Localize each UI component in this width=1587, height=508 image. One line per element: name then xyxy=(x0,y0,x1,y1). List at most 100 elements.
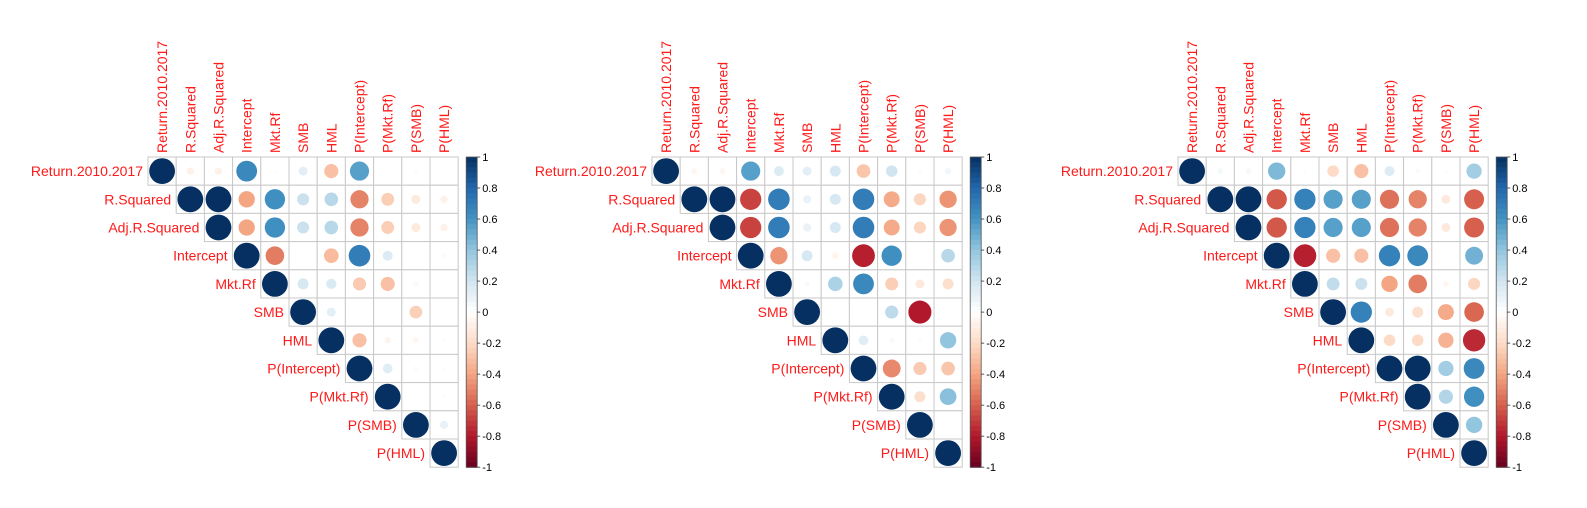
colorbar-segment xyxy=(466,425,478,432)
row-label: P(HML) xyxy=(377,445,425,461)
correlation-circle xyxy=(913,193,926,206)
correlation-circle xyxy=(324,220,339,235)
column-label: HML xyxy=(1353,123,1369,153)
correlation-circle xyxy=(1350,301,1372,323)
colorbar-tick-label: 1 xyxy=(482,152,488,164)
correlation-circle xyxy=(822,327,849,354)
column-label: P(Mkt.Rf) xyxy=(884,94,900,153)
correlation-circle xyxy=(1354,164,1369,179)
colorbar-segment xyxy=(970,162,982,168)
grid-cell xyxy=(429,269,459,299)
correlation-circle xyxy=(1351,189,1371,209)
row-label: HML xyxy=(283,332,313,348)
colorbar-segment xyxy=(970,255,982,261)
correlation-circle xyxy=(1462,329,1486,352)
correlation-circle xyxy=(297,278,309,290)
colorbar-segment xyxy=(1496,322,1508,329)
correlation-circle xyxy=(828,276,843,292)
column-label: P(HML) xyxy=(436,105,452,153)
correlation-circle xyxy=(913,361,927,376)
correlation-circle xyxy=(941,248,955,263)
correlation-circle xyxy=(348,244,371,267)
colorbar-segment xyxy=(466,167,478,174)
colorbar-segment xyxy=(970,229,982,236)
column-label: Return.2010.2017 xyxy=(1184,41,1200,153)
colorbar-segment xyxy=(1496,456,1508,463)
correlation-circle xyxy=(411,223,421,232)
colorbar-tick-label: 0.4 xyxy=(482,245,497,257)
row-label: P(Mkt.Rf) xyxy=(309,389,368,405)
correlation-circle xyxy=(205,214,232,241)
colorbar-segment xyxy=(1496,203,1508,210)
colorbar-segment xyxy=(970,172,982,179)
grid-cell xyxy=(1431,241,1461,271)
correlation-circle xyxy=(440,223,448,232)
row-label: Mkt.Rf xyxy=(719,276,760,292)
correlation-circle xyxy=(1326,248,1341,263)
correlation-circle xyxy=(214,167,223,175)
colorbar-segment xyxy=(466,213,478,220)
correlation-circle xyxy=(1411,334,1424,347)
colorbar-tick-label: 0.8 xyxy=(482,183,497,195)
correlation-circle xyxy=(1468,277,1481,290)
correlation-circle xyxy=(1378,245,1401,267)
colorbar-segment xyxy=(466,281,478,287)
colorbar-tick-label: -0.4 xyxy=(1512,369,1531,381)
correlation-circle xyxy=(413,168,419,174)
colorbar-tick-label: 0.6 xyxy=(1512,214,1527,226)
row-label: P(HML) xyxy=(1407,445,1455,461)
correlation-circle xyxy=(186,167,194,175)
correlation-circle xyxy=(1294,188,1316,210)
colorbar-segment xyxy=(1496,244,1508,251)
colorbar-segment xyxy=(1496,462,1508,468)
colorbar-segment xyxy=(1496,384,1508,391)
correlation-circle xyxy=(907,412,933,438)
correlation-circle xyxy=(441,253,447,258)
row-label: P(Intercept) xyxy=(1297,361,1370,377)
correlation-circle xyxy=(944,167,952,175)
correlation-circle xyxy=(1245,168,1252,174)
correlation-circle xyxy=(1327,165,1339,177)
grid-cell xyxy=(429,156,459,186)
correlation-circle xyxy=(264,189,286,210)
colorbar-segment xyxy=(1496,306,1508,313)
colorbar-segment xyxy=(466,203,478,210)
colorbar-segment xyxy=(1496,405,1508,411)
colorbar-segment xyxy=(970,234,982,241)
grid-cell xyxy=(288,241,318,271)
row-label: Intercept xyxy=(677,248,732,264)
row-label: P(Mkt.Rf) xyxy=(1339,389,1398,405)
colorbar-tick-label: 1 xyxy=(1512,152,1518,164)
correlation-circle xyxy=(384,337,391,344)
correlation-circle xyxy=(939,218,957,237)
correlation-circle xyxy=(1263,242,1290,269)
grid-cell xyxy=(373,297,403,327)
colorbar-segment xyxy=(1496,182,1508,189)
correlation-circle xyxy=(1381,275,1398,293)
column-label: P(Mkt.Rf) xyxy=(1410,94,1426,153)
row-label: R.Squared xyxy=(608,191,675,207)
correlation-circle xyxy=(411,194,421,204)
colorbar-segment xyxy=(1496,420,1508,427)
colorbar-tick-label: -0.8 xyxy=(1512,431,1531,443)
correlation-circle xyxy=(918,338,922,343)
column-label: Mkt.Rf xyxy=(267,112,283,153)
colorbar-segment xyxy=(970,312,982,318)
colorbar-segment xyxy=(970,451,982,458)
colorbar-segment xyxy=(466,337,478,344)
colorbar-segment xyxy=(466,441,478,448)
row-label: Mkt.Rf xyxy=(215,276,256,292)
correlation-circle xyxy=(205,186,232,213)
correlation-circle xyxy=(352,277,367,291)
row-label: Return.2010.2017 xyxy=(1061,163,1173,179)
correlation-circle xyxy=(1294,216,1316,239)
colorbar-segment xyxy=(970,399,982,406)
colorbar-tick-label: -1 xyxy=(482,462,492,474)
colorbar-segment xyxy=(466,301,478,308)
colorbar-segment xyxy=(1496,177,1508,184)
column-label: Intercept xyxy=(239,98,255,153)
correlation-circle xyxy=(709,186,736,213)
colorbar-segment xyxy=(1496,239,1508,246)
correlation-circle xyxy=(858,335,869,346)
